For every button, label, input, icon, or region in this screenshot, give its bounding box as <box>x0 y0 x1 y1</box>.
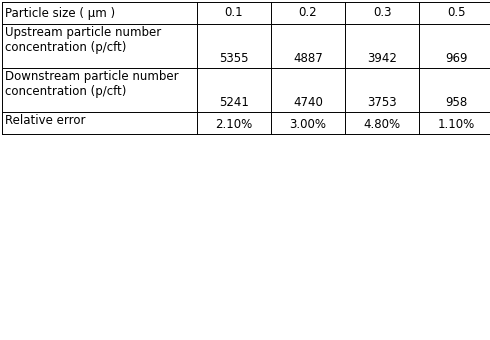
Text: 4740: 4740 <box>293 96 323 109</box>
Text: Relative error: Relative error <box>5 114 85 127</box>
Text: 4.80%: 4.80% <box>364 118 400 131</box>
Text: 5241: 5241 <box>219 96 249 109</box>
Text: 2.10%: 2.10% <box>216 118 253 131</box>
Text: 0.3: 0.3 <box>373 6 391 19</box>
Text: 0.5: 0.5 <box>447 6 465 19</box>
Text: 5355: 5355 <box>219 52 249 65</box>
Text: 958: 958 <box>445 96 467 109</box>
Text: 3942: 3942 <box>367 52 397 65</box>
Text: 1.10%: 1.10% <box>438 118 475 131</box>
Text: 3753: 3753 <box>367 96 397 109</box>
Text: Upstream particle number
concentration (p/cft): Upstream particle number concentration (… <box>5 26 161 54</box>
Text: 4887: 4887 <box>293 52 323 65</box>
Text: Downstream particle number
concentration (p/cft): Downstream particle number concentration… <box>5 70 179 98</box>
Text: 3.00%: 3.00% <box>290 118 326 131</box>
Text: 969: 969 <box>445 52 467 65</box>
Text: 0.1: 0.1 <box>225 6 244 19</box>
Text: 0.2: 0.2 <box>299 6 318 19</box>
Text: Particle size ( μm ): Particle size ( μm ) <box>5 6 115 19</box>
